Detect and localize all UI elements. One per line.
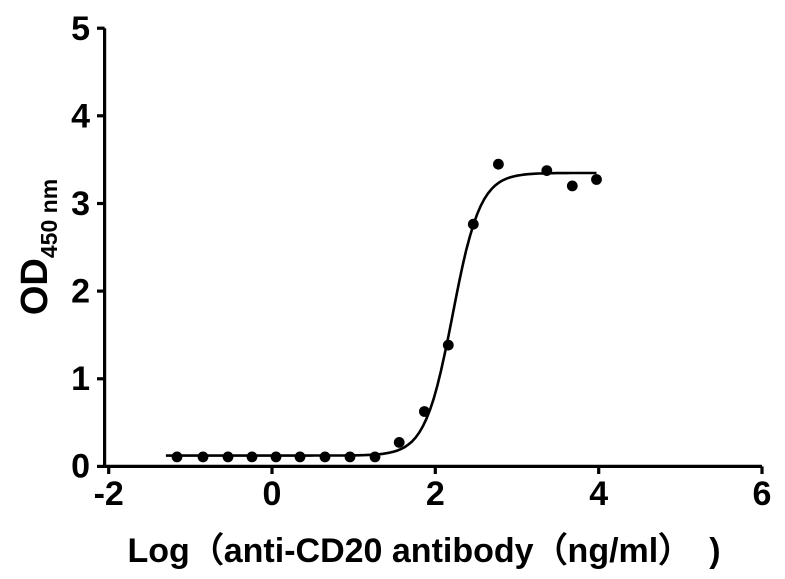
svg-text:1: 1 xyxy=(71,360,90,398)
svg-text:3: 3 xyxy=(71,185,90,223)
svg-text:-2: -2 xyxy=(94,475,124,513)
svg-text:OD450 nm: OD450 nm xyxy=(14,179,62,315)
svg-text:2: 2 xyxy=(71,273,90,311)
svg-text:2: 2 xyxy=(426,475,445,513)
svg-text:6: 6 xyxy=(753,475,772,513)
svg-text:5: 5 xyxy=(71,10,90,48)
svg-text:0: 0 xyxy=(71,448,90,486)
svg-text:Log（anti-CD20 antibody（ng/ml）: Log（anti-CD20 antibody（ng/ml） ) xyxy=(127,531,720,570)
svg-text:4: 4 xyxy=(71,98,90,136)
svg-text:0: 0 xyxy=(263,475,282,513)
svg-text:4: 4 xyxy=(589,475,608,513)
